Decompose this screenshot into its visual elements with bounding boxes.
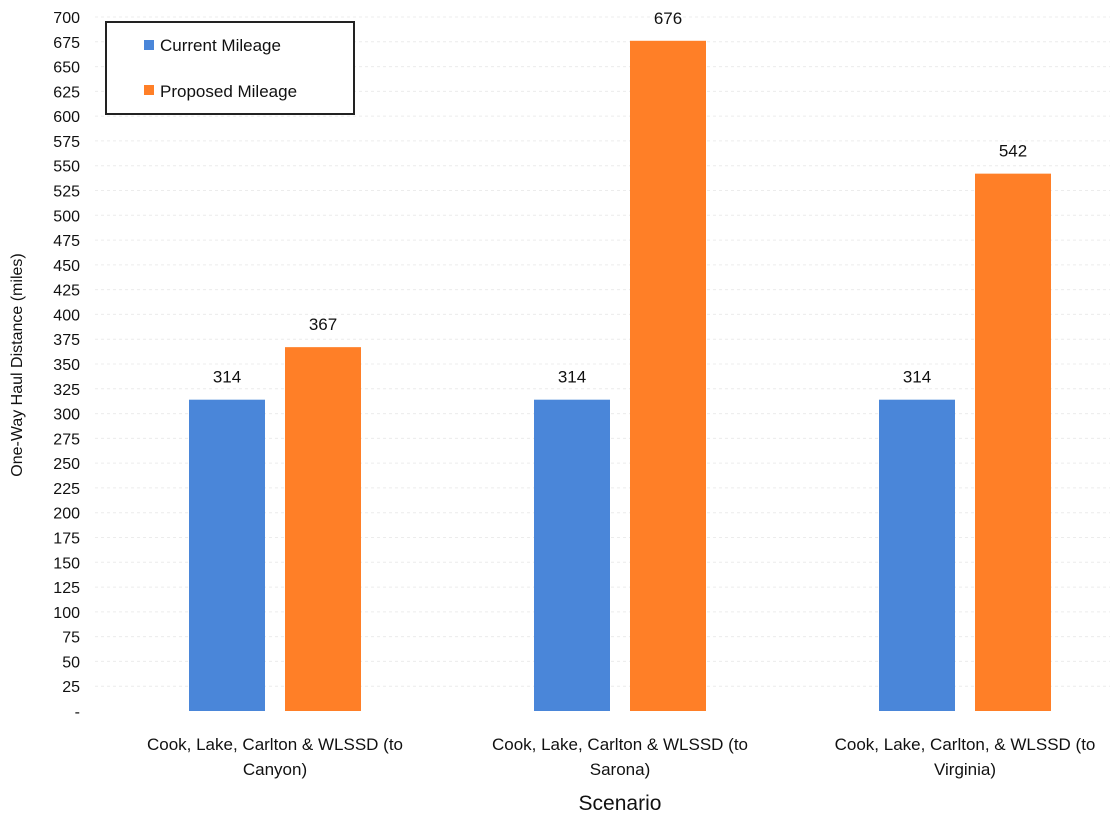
bar-current-mileage [879,399,955,711]
legend: Current Mileage Proposed Mileage [105,21,355,115]
y-tick-label: 350 [53,357,80,374]
legend-box [105,21,355,115]
bar-current-mileage [189,399,265,711]
y-tick-label: 450 [53,258,80,275]
y-tick-label: 550 [53,159,80,176]
data-label: 314 [213,368,241,387]
data-label: 314 [558,368,586,387]
y-tick-label: 25 [62,679,80,696]
y-tick-label: 150 [53,555,80,572]
y-tick-label: 700 [53,10,80,27]
bar-proposed-mileage [975,173,1051,711]
y-tick-label: 300 [53,407,80,424]
bar-proposed-mileage [285,347,361,711]
x-category-label: Cook, Lake, Carlton, & WLSSD (to [835,735,1096,754]
bars [189,40,1051,711]
y-tick-label: 525 [53,184,80,201]
y-tick-label: 75 [62,630,80,647]
y-tick-label: 175 [53,531,80,548]
data-label: 676 [654,9,682,28]
y-tick-label: 250 [53,456,80,473]
y-tick-label: 500 [53,208,80,225]
y-tick-label: 325 [53,382,80,399]
y-axis-ticks: - 25 50 75 100 125 150 175 200 225 250 275 300 325 350… [53,10,80,721]
x-category-label: Canyon) [243,760,307,779]
y-tick-label: 375 [53,332,80,349]
x-category-label: Cook, Lake, Carlton & WLSSD (to [147,735,403,754]
legend-swatch-current-mileage [144,40,154,50]
y-tick-label: 575 [53,134,80,151]
y-tick-label: 625 [53,84,80,101]
bar-current-mileage [534,399,610,711]
y-tick-label: 475 [53,233,80,250]
data-label: 367 [309,315,337,334]
data-label: 314 [903,368,931,387]
y-tick-label: 425 [53,283,80,300]
x-axis-title: Scenario [579,792,662,815]
y-tick-label: 275 [53,431,80,448]
legend-label-proposed-mileage: Proposed Mileage [160,82,297,101]
x-category-label: Sarona) [590,760,650,779]
y-tick-label: 100 [53,605,80,622]
y-tick-label: 650 [53,60,80,77]
y-tick-label: 675 [53,35,80,52]
x-category-label: Cook, Lake, Carlton & WLSSD (to [492,735,748,754]
y-tick-label: 400 [53,307,80,324]
y-tick-label: 125 [53,580,80,597]
legend-swatch-proposed-mileage [144,85,154,95]
y-axis-title: One-Way Haul Distance (miles) [9,253,26,476]
x-axis-category-labels: Cook, Lake, Carlton & WLSSD (to Canyon) Co… [147,735,1095,779]
y-tick-label: 200 [53,506,80,523]
y-tick-label: - [75,704,80,721]
data-labels: 314 367 314 676 314 542 [213,9,1027,387]
bar-proposed-mileage [630,40,706,711]
y-tick-label: 50 [62,654,80,671]
y-tick-label: 600 [53,109,80,126]
y-tick-label: 225 [53,481,80,498]
legend-label-current-mileage: Current Mileage [160,36,281,55]
data-label: 542 [999,142,1027,161]
x-category-label: Virginia) [934,760,996,779]
